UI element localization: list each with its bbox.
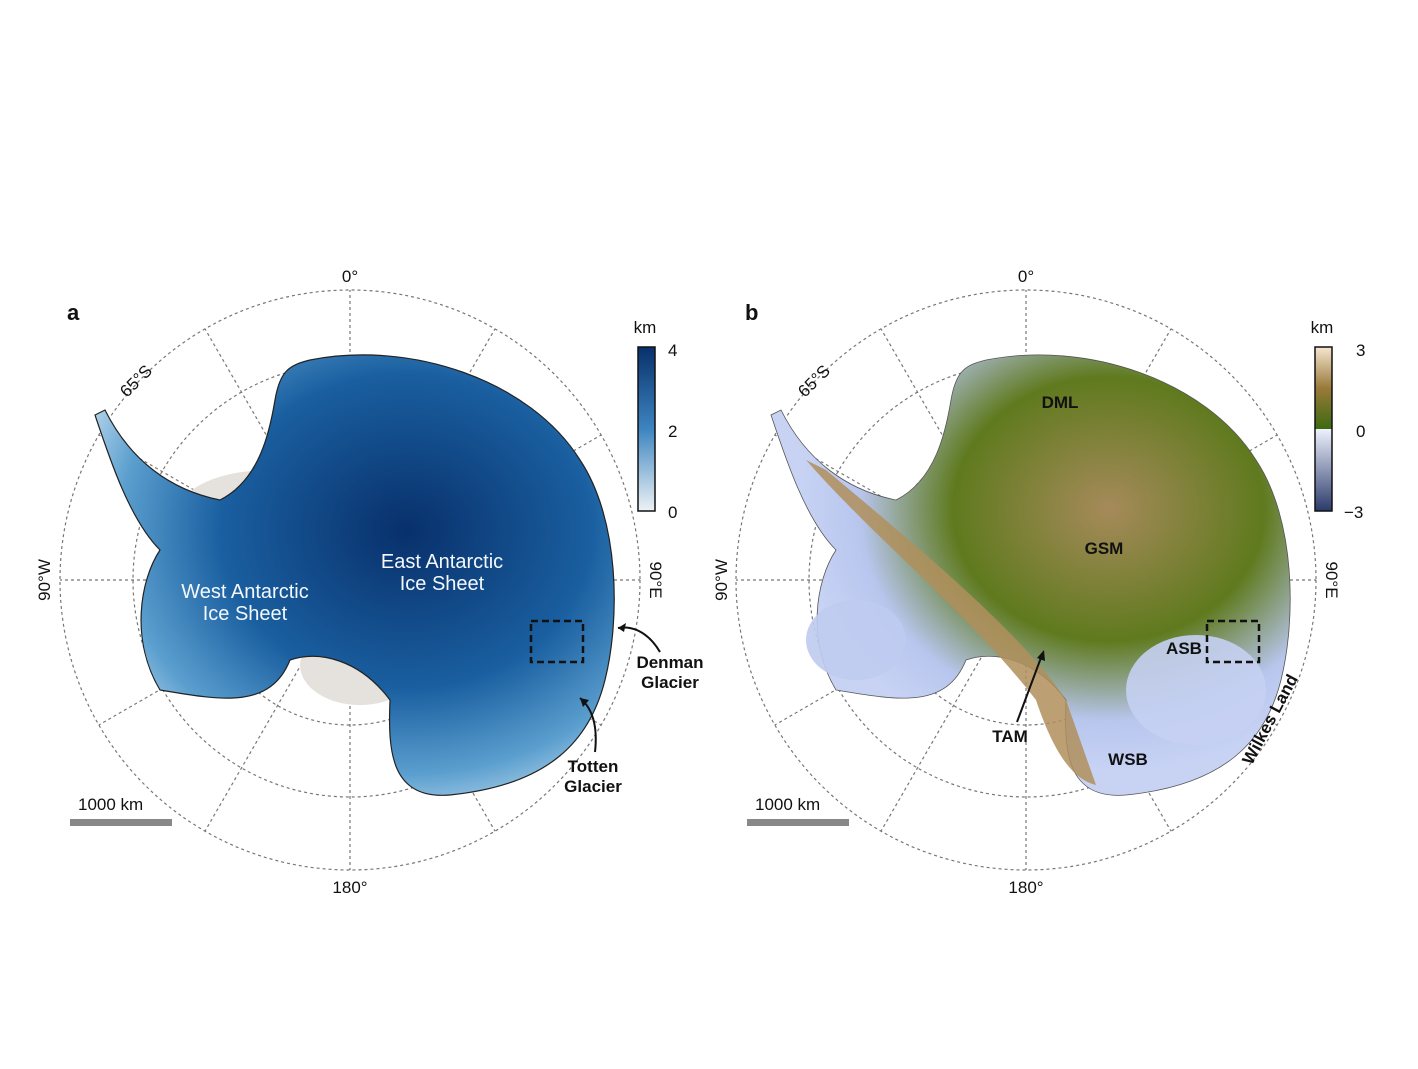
colorbar-unit: km [1311,318,1334,337]
study-area-box [529,619,585,664]
annotation: Glacier [564,777,622,796]
annotation: Glacier [641,673,699,692]
colorbar-tick: 0 [668,503,677,522]
arrow [1016,654,1043,723]
region-label: DML [1042,393,1079,412]
arrow [617,626,661,653]
scale-bar-label: 1000 km [78,795,143,814]
annotation: Totten [568,757,619,776]
region-label: Ice Sheet [203,603,288,625]
region-label: GSM [1085,539,1124,558]
colorbar-unit: km [634,318,657,337]
lon-label-bottom: 180° [1008,878,1043,897]
panel-a: a 0° 180° 90°W 90°E 65°S East Antarctic … [35,267,704,897]
colorbar-tick: 3 [1356,341,1365,360]
panel-letter: a [67,300,80,325]
scale-bar [70,819,172,826]
lon-label-top: 0° [342,267,358,286]
scale-bar [747,819,849,826]
panel-b: b 0° 180° 90°W 90°E 65°S DML GSM ASB TAM… [712,267,1365,897]
bed-topography-map [770,354,1291,796]
study-area-box [1205,619,1261,664]
region-label: East Antarctic [381,551,503,573]
colorbar [637,346,656,512]
lat-label: 65°S [794,361,834,401]
colorbar-tick: −3 [1344,503,1363,522]
region-label: WSB [1108,750,1148,769]
colorbar-tick: 4 [668,341,677,360]
lon-label-left: 90°W [35,559,54,601]
lon-label-left: 90°W [712,559,731,601]
ice-thickness-map [94,354,615,796]
colorbar-tick: 0 [1356,422,1365,441]
annotation: Denman [636,653,703,672]
colorbar [1314,346,1333,512]
region-label: ASB [1166,639,1202,658]
lon-label-top: 0° [1018,267,1034,286]
meridian-line [880,642,991,832]
region-label: TAM [992,727,1028,746]
panel-letter: b [745,300,758,325]
region-label: West Antarctic [181,581,308,603]
meridian-line [204,642,315,832]
region-label: Ice Sheet [400,573,485,595]
lon-label-bottom: 180° [332,878,367,897]
lon-label-right: 90°E [1322,561,1341,598]
colorbar-tick: 2 [668,422,677,441]
lat-label: 65°S [116,361,156,401]
lon-label-right: 90°E [646,561,665,598]
scale-bar-label: 1000 km [755,795,820,814]
